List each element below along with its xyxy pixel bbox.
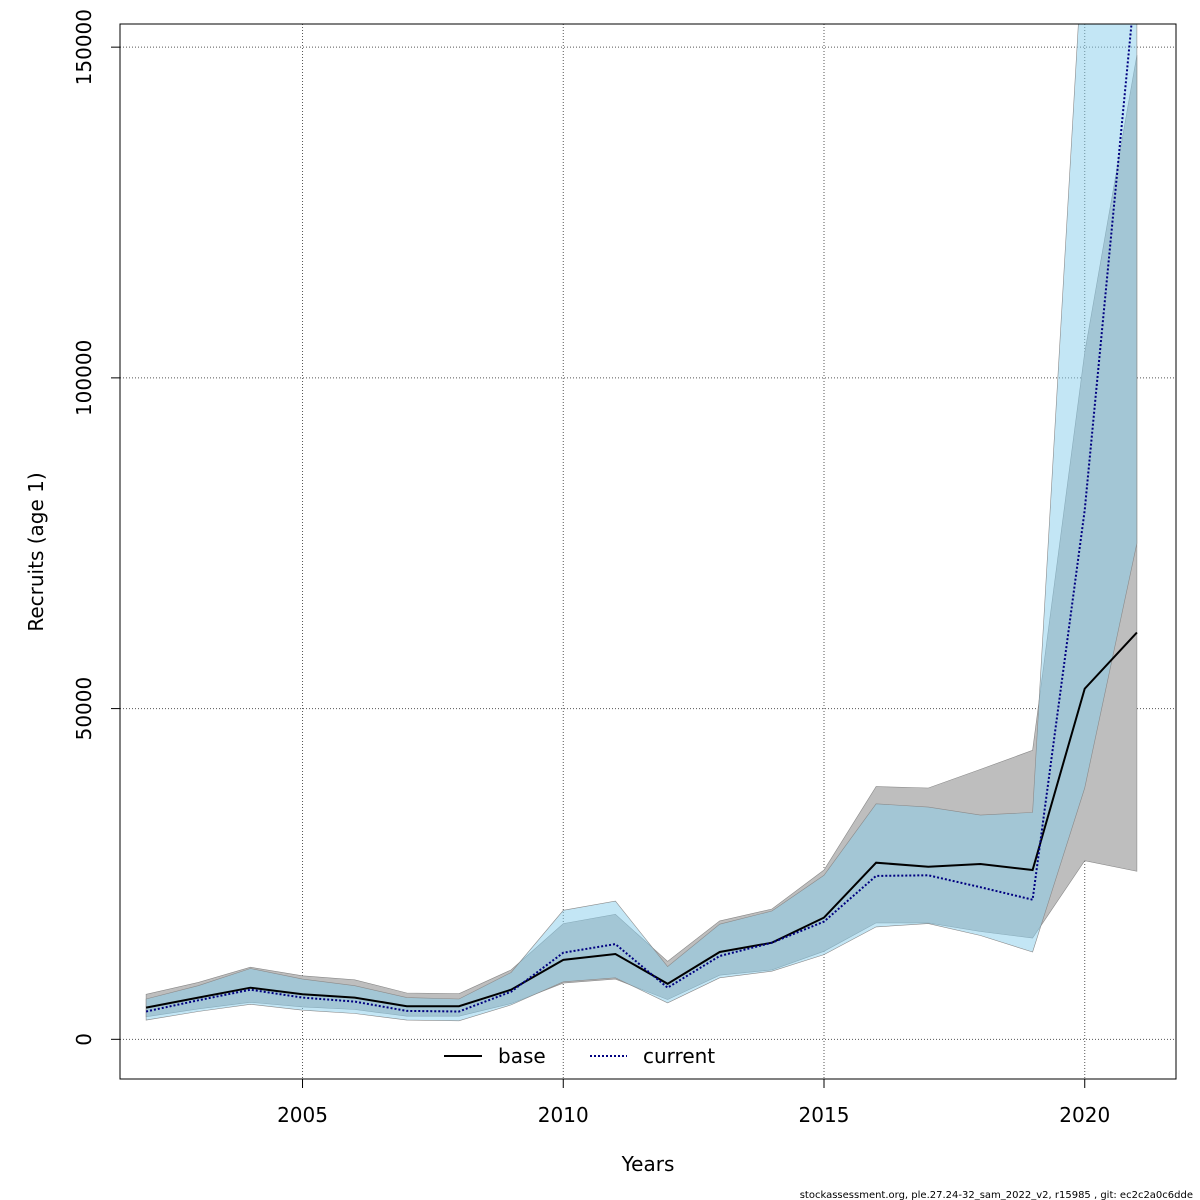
- y-tick-label: 150000: [72, 9, 96, 85]
- y-tick-label: 50000: [72, 677, 96, 741]
- series-lines: [145, 24, 1138, 1013]
- plot-frame: [119, 23, 1177, 1080]
- x-axis-ticks: 2005 2010 2015 2020: [277, 1079, 1110, 1127]
- y-axis-title: Recruits (age 1): [24, 472, 48, 631]
- y-tick-label: 0: [72, 1033, 96, 1046]
- x-tick-label: 2020: [1059, 1103, 1110, 1127]
- y-axis-ticks: 0 50000 100000 150000: [72, 9, 120, 1046]
- x-tick-label: 2005: [277, 1103, 328, 1127]
- legend-label-current: current: [643, 1044, 715, 1068]
- y-tick-label: 100000: [72, 340, 96, 416]
- legend-label-base: base: [498, 1044, 546, 1068]
- footer-credit: stockassessment.org, ple.27.24-32_sam_20…: [800, 1190, 1193, 1200]
- x-tick-label: 2015: [799, 1103, 850, 1127]
- legend: base current: [444, 1044, 715, 1068]
- series-line-current: [145, 24, 1133, 1013]
- x-tick-label: 2010: [538, 1103, 589, 1127]
- confidence-band-current: [145, 24, 1138, 1022]
- x-axis-title: Years: [621, 1152, 675, 1176]
- confidence-bands: [145, 24, 1138, 1022]
- series-line-base: [145, 631, 1138, 1009]
